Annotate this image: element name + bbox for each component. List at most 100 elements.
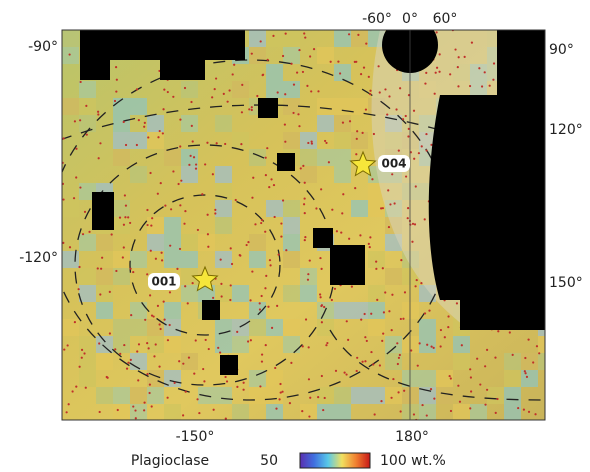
tile	[130, 387, 147, 404]
tile	[368, 251, 385, 268]
tile	[504, 370, 521, 387]
dot	[320, 296, 322, 298]
dot	[410, 349, 412, 351]
dot	[308, 415, 310, 417]
tile	[385, 336, 402, 353]
tile	[334, 166, 351, 183]
dot	[135, 417, 137, 419]
dot	[163, 319, 165, 321]
dot	[160, 252, 162, 254]
dot	[304, 197, 306, 199]
dot	[411, 241, 413, 243]
dot	[391, 329, 393, 331]
dot	[298, 125, 300, 127]
dot	[184, 210, 186, 212]
tile	[79, 353, 96, 370]
dot	[144, 319, 146, 321]
dot	[97, 113, 99, 115]
tile	[215, 217, 232, 234]
dot	[344, 372, 346, 374]
dot	[403, 390, 405, 392]
dot	[267, 306, 269, 308]
dot	[82, 233, 84, 235]
tile	[130, 251, 147, 268]
dot	[150, 250, 152, 252]
latitude-label: -90°	[28, 39, 58, 55]
dot	[433, 347, 435, 349]
dot	[167, 339, 169, 341]
dot	[386, 113, 388, 115]
dot	[99, 142, 101, 144]
dot	[265, 157, 267, 159]
dot	[527, 339, 529, 341]
dot	[369, 93, 371, 95]
dot	[320, 188, 322, 190]
tile	[62, 47, 79, 64]
dot	[125, 144, 127, 146]
dot	[361, 361, 363, 363]
dot	[383, 311, 385, 313]
dot	[268, 186, 270, 188]
dot	[415, 185, 417, 187]
tile	[436, 387, 453, 404]
dot	[342, 121, 344, 123]
tile	[215, 200, 232, 217]
dot	[321, 321, 323, 323]
dot	[389, 203, 391, 205]
map-figure: 001 004 -90° -120° 90° 120° 150° -60° 0°…	[0, 0, 590, 472]
dot	[269, 259, 271, 261]
dot	[420, 282, 422, 284]
dot	[439, 53, 441, 55]
dot	[260, 222, 262, 224]
dot	[75, 148, 77, 150]
tile	[504, 387, 521, 404]
dot	[243, 382, 245, 384]
dot	[182, 363, 184, 365]
dot	[212, 173, 214, 175]
dot	[124, 216, 126, 218]
dot	[368, 76, 370, 78]
dot	[236, 331, 238, 333]
dot	[79, 366, 81, 368]
dot	[309, 55, 311, 57]
latitude-label: 120°	[549, 122, 583, 138]
dot	[434, 93, 436, 95]
dot	[195, 168, 197, 170]
dot	[449, 375, 451, 377]
dot	[369, 246, 371, 248]
dot	[517, 407, 519, 409]
dot	[379, 91, 381, 93]
dot	[88, 231, 90, 233]
dot	[214, 212, 216, 214]
dot	[125, 205, 127, 207]
tile	[130, 319, 147, 336]
dot	[172, 96, 174, 98]
dot	[164, 205, 166, 207]
dot	[66, 411, 68, 413]
dot	[212, 297, 214, 299]
dot	[454, 48, 456, 50]
dot	[217, 347, 219, 349]
dot	[230, 247, 232, 249]
tile	[62, 319, 79, 336]
dot	[281, 391, 283, 393]
dot	[274, 216, 276, 218]
dot	[146, 373, 148, 375]
dot	[317, 396, 319, 398]
dot	[360, 73, 362, 75]
dot	[169, 245, 171, 247]
dot	[192, 282, 194, 284]
tile	[181, 81, 198, 98]
dot	[303, 32, 305, 34]
tile	[538, 336, 555, 353]
dot	[461, 344, 463, 346]
dot	[364, 336, 366, 338]
dot	[123, 246, 125, 248]
dot	[247, 340, 249, 342]
dot	[307, 273, 309, 275]
dot	[305, 318, 307, 320]
tile	[300, 404, 317, 421]
dot	[251, 53, 253, 55]
dot	[276, 305, 278, 307]
dot	[207, 233, 209, 235]
